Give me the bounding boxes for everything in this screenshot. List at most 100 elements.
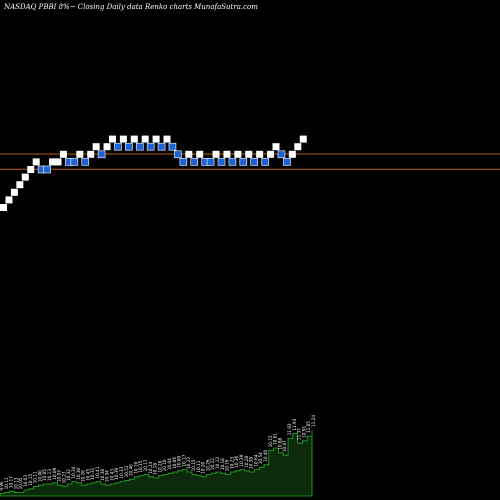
up-brick: [49, 158, 57, 166]
up-brick: [16, 181, 24, 189]
up-brick: [92, 143, 100, 151]
down-brick: [228, 158, 237, 166]
volume-label: 10.09: [177, 455, 182, 467]
up-brick: [212, 150, 220, 158]
volume-label: 10.31: [90, 467, 95, 479]
up-brick: [10, 188, 18, 196]
down-brick: [81, 158, 90, 166]
volume-label: 10.28: [244, 455, 249, 467]
volume-label: 10.91: [301, 425, 306, 437]
up-brick: [59, 150, 67, 158]
up-brick: [256, 150, 264, 158]
down-brick: [283, 158, 291, 166]
up-brick: [5, 196, 13, 204]
volume-label: 10.39: [239, 454, 244, 466]
down-brick: [43, 165, 51, 174]
volume-label: 10.33: [119, 466, 124, 478]
volume-label: 10.05: [18, 477, 23, 489]
up-brick: [163, 135, 171, 143]
volume-label: 10.03: [23, 475, 28, 487]
volume-panel: [0, 430, 313, 497]
up-brick: [103, 143, 111, 151]
volume-label: 10.11: [4, 477, 9, 489]
volume-label: 10.39: [114, 467, 119, 479]
volume-label: 10.17: [143, 459, 148, 471]
down-brick: [179, 158, 188, 166]
volume-label: 11.93: [287, 423, 292, 435]
down-brick: [174, 150, 182, 159]
up-brick: [21, 173, 29, 181]
volume-label: 10.17: [9, 476, 14, 488]
volume-label: 10.12: [215, 457, 220, 469]
up-brick: [0, 204, 7, 211]
volume-label: 10.13: [13, 477, 18, 489]
up-brick: [27, 166, 35, 173]
volume-label: 10.26: [205, 459, 210, 471]
volume-label: 10.11: [33, 471, 38, 483]
volume-label: 10.17: [181, 454, 186, 466]
volume-label: 10.72: [268, 435, 273, 447]
volume-label: 10.46: [129, 464, 134, 476]
volume-label: 10.24: [148, 461, 153, 473]
up-brick: [54, 158, 62, 166]
volume-label: 10.19: [133, 461, 138, 473]
up-brick: [109, 135, 116, 143]
volume-label: 10.41: [95, 466, 100, 478]
volume-label: 10.10: [162, 459, 167, 471]
chart-title: NASDAQ PBBI 8%~ Closing Daily data Renko…: [4, 3, 258, 11]
volume-area: [0, 430, 313, 497]
volume-label: 10.32: [66, 469, 71, 481]
volume-label: 10.20: [201, 461, 206, 473]
down-brick: [261, 158, 269, 166]
volume-label: 10.36: [234, 455, 239, 467]
volume-label: 10.88: [277, 437, 282, 449]
volume-label: 10.04: [167, 458, 172, 470]
volume-label: 10.61: [273, 433, 278, 445]
volume-label: 10.45: [85, 469, 90, 481]
volume-label: 10.05: [42, 469, 47, 481]
down-brick: [190, 158, 199, 166]
volume-label: 9.96: [0, 481, 4, 491]
volume-label: 10.20: [157, 460, 162, 472]
down-brick: [114, 142, 122, 151]
up-brick: [87, 150, 95, 158]
volume-label: 10.00: [37, 470, 42, 482]
volume-label: 10.87: [282, 440, 287, 452]
up-brick: [245, 150, 253, 158]
up-brick: [196, 150, 204, 158]
up-brick: [288, 150, 296, 158]
volume-label: 10.15: [28, 473, 33, 485]
volume-label: 10.64: [253, 454, 258, 466]
up-brick: [234, 150, 242, 158]
volume-label: 10.52: [124, 465, 129, 477]
volume-label: 11.05: [306, 421, 311, 433]
volume-label: 10.16: [225, 459, 230, 471]
down-brick: [239, 158, 248, 166]
volume-label: 10.18: [220, 458, 225, 470]
volume-label: 11.93: [292, 418, 297, 430]
up-brick: [119, 135, 127, 143]
volume-label: 10.13: [47, 469, 52, 481]
volume-label: 10.34: [105, 470, 110, 482]
volume-label: 10.54: [258, 452, 263, 464]
volume-label: 10.09: [52, 467, 57, 479]
volume-label: 10.30: [76, 467, 81, 479]
volume-label: 11.24: [311, 415, 316, 427]
down-brick: [97, 150, 106, 159]
down-brick: [168, 142, 177, 151]
down-brick: [125, 142, 133, 151]
volume-label: 10.43: [109, 469, 114, 481]
volume-label: 10.15: [191, 459, 196, 471]
down-brick: [250, 158, 258, 166]
up-brick: [152, 135, 160, 143]
volume-label: 10.22: [210, 458, 215, 470]
volume-label: 10.15: [138, 460, 143, 472]
up-brick: [32, 158, 40, 166]
up-brick: [130, 135, 138, 143]
volume-label: 10.34: [71, 466, 76, 478]
volume-label: 11.37: [297, 428, 302, 440]
volume-label: 10.06: [172, 457, 177, 469]
down-brick: [157, 142, 166, 151]
volume-label: 10.38: [249, 457, 254, 469]
